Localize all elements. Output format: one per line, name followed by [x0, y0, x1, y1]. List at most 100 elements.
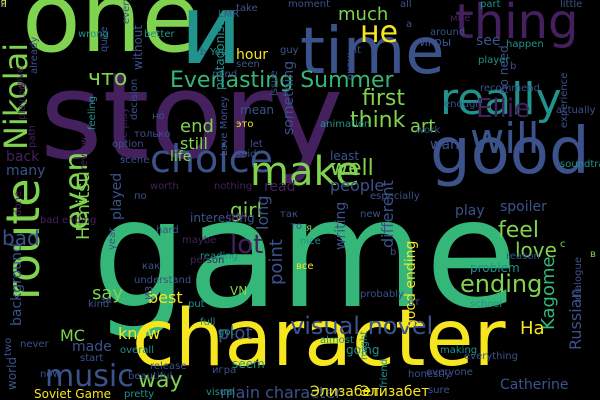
- cloud-word: everything: [464, 351, 518, 362]
- cloud-word: look: [226, 211, 247, 222]
- cloud-word: feeling: [87, 95, 98, 130]
- cloud-word: reason: [506, 251, 540, 262]
- cloud-word: Я: [0, 0, 7, 10]
- cloud-word: made: [72, 339, 112, 355]
- cloud-word: Ellie: [476, 94, 531, 124]
- cloud-word: will: [470, 114, 540, 163]
- cloud-word: make: [250, 149, 360, 195]
- cloud-word: problem: [470, 261, 520, 275]
- cloud-word: так: [280, 209, 298, 220]
- cloud-word: probably: [360, 289, 404, 300]
- cloud-word: visual novel: [290, 312, 434, 340]
- cloud-word: plot: [218, 323, 253, 344]
- cloud-word: lot: [230, 230, 264, 260]
- cloud-word: bad: [2, 226, 40, 250]
- cloud-word: Soviet Game: [34, 387, 112, 400]
- cloud-word: то: [290, 221, 302, 232]
- cloud-word: play: [455, 203, 485, 219]
- cloud-word: least: [330, 149, 360, 163]
- cloud-word: put: [188, 299, 205, 310]
- cloud-word: honestly: [408, 369, 451, 380]
- cloud-word: из: [141, 285, 155, 300]
- cloud-word: nothing: [214, 181, 253, 192]
- cloud-word: life: [170, 149, 192, 165]
- cloud-word: dialogue: [573, 257, 584, 300]
- cloud-word: point: [266, 239, 287, 285]
- cloud-word: очень: [345, 49, 356, 80]
- cloud-word: hour: [236, 47, 269, 63]
- cloud-word: visual: [206, 387, 236, 398]
- cloud-word: start: [80, 353, 104, 364]
- cloud-word: people: [330, 176, 385, 195]
- cloud-word: но: [152, 111, 165, 122]
- cloud-word: school: [470, 299, 503, 310]
- cloud-word: end: [180, 116, 214, 137]
- cloud-word: girl: [230, 198, 263, 222]
- cloud-word: Элизабет: [360, 384, 430, 400]
- cloud-word: time: [300, 15, 445, 89]
- cloud-word: give: [15, 66, 26, 88]
- cloud-word: sure: [428, 385, 450, 396]
- cloud-word: от: [408, 297, 420, 308]
- cloud-word: в: [590, 249, 596, 260]
- cloud-word: Yes: [210, 47, 227, 58]
- cloud-word: let: [250, 139, 263, 150]
- cloud-word: seem: [232, 357, 265, 371]
- cloud-word: b: [510, 61, 517, 72]
- cloud-word: especially: [370, 191, 420, 202]
- cloud-word: moment: [288, 0, 331, 10]
- cloud-word: happen: [506, 39, 544, 50]
- cloud-word: got: [218, 327, 235, 338]
- cloud-word: kind: [88, 299, 110, 310]
- cloud-word: story: [40, 48, 344, 187]
- cloud-word: bad ending: [40, 215, 97, 226]
- cloud-word: might: [359, 330, 370, 360]
- cloud-word: character: [132, 294, 506, 384]
- cloud-word: Catherine: [500, 377, 569, 393]
- cloud-word: Love Money: [219, 96, 230, 156]
- cloud-word: way: [138, 368, 183, 393]
- cloud-word: want: [430, 137, 465, 153]
- cloud-word: see: [476, 33, 501, 49]
- cloud-word: read: [264, 179, 296, 195]
- cloud-word: playing: [17, 83, 28, 120]
- cloud-word: world: [5, 356, 19, 390]
- cloud-word: player: [478, 55, 510, 66]
- cloud-word: overall: [120, 345, 154, 356]
- cloud-word: beautiful: [128, 371, 173, 382]
- cloud-word: review: [79, 136, 90, 170]
- cloud-word: never: [20, 339, 49, 350]
- cloud-word: игры: [420, 35, 452, 49]
- cloud-word: и: [180, 0, 243, 86]
- cloud-word: seen: [236, 59, 260, 70]
- cloud-word: long: [253, 195, 272, 230]
- cloud-word: actually: [556, 105, 596, 116]
- cloud-word: reading: [200, 251, 238, 262]
- cloud-word: guy: [280, 45, 299, 56]
- cloud-word: в: [0, 0, 6, 10]
- cloud-word: writing: [333, 201, 349, 250]
- cloud-word: know: [118, 324, 161, 343]
- cloud-word: background: [9, 243, 25, 326]
- cloud-word: take: [236, 3, 258, 14]
- cloud-word: за: [100, 295, 112, 306]
- cloud-word: все: [296, 261, 314, 272]
- cloud-word: Himitsu: [73, 171, 94, 240]
- cloud-word: игра: [212, 365, 237, 376]
- cloud-word: understand: [134, 275, 192, 286]
- cloud-word: worth: [150, 181, 179, 192]
- cloud-word: two: [3, 337, 14, 356]
- cloud-word: bit: [348, 45, 362, 56]
- cloud-word: art: [410, 116, 436, 137]
- cloud-word: hard: [156, 225, 179, 236]
- cloud-word: new: [360, 209, 381, 220]
- cloud-word: scene: [120, 155, 150, 166]
- cloud-word: think: [350, 108, 406, 133]
- cloud-word: every: [121, 0, 132, 24]
- cloud-word: without: [131, 24, 145, 70]
- cloud-word: choice: [150, 137, 274, 181]
- cloud-word: что: [88, 66, 128, 91]
- cloud-word: только: [134, 129, 171, 140]
- cloud-word: interesting: [190, 211, 255, 225]
- cloud-word: many: [6, 163, 46, 179]
